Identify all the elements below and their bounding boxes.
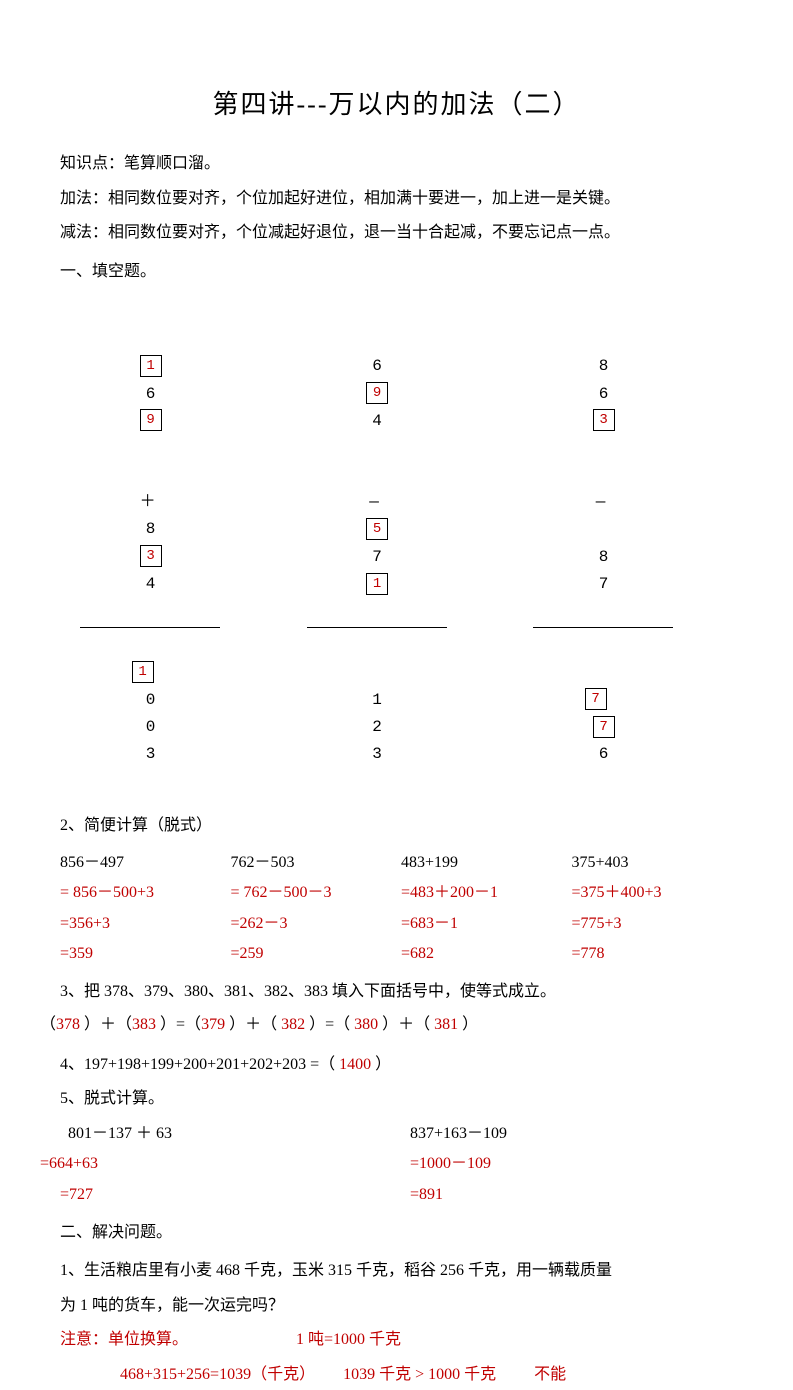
fill-box: 7 [585, 688, 607, 710]
intro-line2: 加法：相同数位要对齐，个位加起好进位，相加满十要进一，加上进一是关键。 [60, 184, 733, 214]
fill-box: 7 [593, 716, 615, 738]
answer-step: =727 [60, 1180, 383, 1210]
digit: 3 [138, 741, 164, 768]
calc-4columns: 856－497 = 856－500+3 =356+3 =359 762－503 … [60, 848, 733, 970]
answer-step: =683－1 [401, 909, 563, 939]
answer-step: =483＋200－1 [401, 878, 563, 908]
fill-box: 3 [140, 545, 162, 567]
note-conversion: 1 吨=1000 千克 [296, 1331, 401, 1348]
eq-text: ）＋（ [229, 1016, 281, 1033]
eq-text: ） [462, 1016, 478, 1033]
answer-step: = 762－500－3 [230, 878, 392, 908]
q1-note-line: 注意：单位换算。 1 吨=1000 千克 [60, 1325, 733, 1355]
calc-text: 468+315+256=1039（千克） [120, 1366, 315, 1383]
eq-text: （ [40, 1016, 56, 1033]
fill-value: 380 [354, 1016, 382, 1033]
digit: 4 [364, 408, 390, 435]
problem: 837+163－109 [410, 1119, 733, 1149]
q4-answer: 1400 [339, 1056, 375, 1073]
q1-line2: 为 1 吨的货车，能一次运完吗？ [60, 1291, 733, 1321]
fill-box: 3 [593, 409, 615, 431]
page-title: 第四讲---万以内的加法（二） [60, 80, 733, 129]
fill-box: 9 [140, 409, 162, 431]
digit: 6 [138, 381, 164, 408]
section3-head: 3、把 378、379、380、381、382、383 填入下面括号中，使等式成… [60, 977, 733, 1007]
digit: 2 [364, 714, 390, 741]
answer-step: =259 [230, 939, 392, 969]
operator: — [364, 489, 384, 516]
fill-box: 1 [132, 661, 154, 683]
compare-text: 1039 千克 > 1000 千克 [343, 1366, 496, 1383]
eq-text: ）=（ [309, 1016, 354, 1033]
eq-text: ）＋（ [382, 1016, 434, 1033]
digit: 1 [364, 687, 390, 714]
section5-head: 5、脱式计算。 [60, 1084, 733, 1114]
problem: 856－497 [60, 848, 222, 878]
section5-cols: 801－137 ＋ 63 =664+63 =727 837+163－109 =1… [60, 1119, 733, 1210]
q4-text2: ） [375, 1056, 391, 1073]
result-text: 不能 [534, 1366, 566, 1383]
section6-head: 二、解决问题。 [60, 1218, 733, 1248]
operator: — [591, 489, 611, 516]
section4: 4、197+198+199+200+201+202+203 =（ 1400 ） [60, 1050, 733, 1080]
fill-value: 381 [434, 1016, 462, 1033]
answer-step: =359 [60, 939, 222, 969]
digit: 0 [138, 714, 164, 741]
fill-box: 5 [366, 518, 388, 540]
q1-answer-line: 468+315+256=1039（千克） 1039 千克 > 1000 千克 不… [60, 1360, 733, 1390]
problem: 762－503 [230, 848, 392, 878]
q4-text: 4、197+198+199+200+201+202+203 =（ [60, 1056, 339, 1073]
column-calc-2: 6 9 4 — 5 7 1 1 2 3 [307, 299, 487, 795]
answer-step: =778 [571, 939, 733, 969]
answer-step: =356+3 [60, 909, 222, 939]
column-calc-3: 8 6 3 — 8 7 7 7 6 [533, 299, 713, 795]
digit: 7 [364, 544, 390, 571]
fill-box: 1 [140, 355, 162, 377]
eq-text: ）＋（ [84, 1016, 132, 1033]
digit: 7 [591, 571, 617, 598]
section1-head: 一、填空题。 [60, 257, 733, 287]
eq-text: ）=（ [160, 1016, 201, 1033]
problem: 375+403 [571, 848, 733, 878]
intro-line3: 减法：相同数位要对齐，个位减起好退位，退一当十合起减，不要忘记点一点。 [60, 218, 733, 248]
problem: 483+199 [401, 848, 563, 878]
answer-step: =891 [410, 1180, 733, 1210]
column-calc-1: 1 6 9 ＋ 8 3 4 1 0 0 3 [80, 299, 260, 795]
q1-line1: 1、生活粮店里有小麦 468 千克，玉米 315 千克，稻谷 256 千克，用一… [60, 1256, 733, 1286]
answer-step: =775+3 [571, 909, 733, 939]
answer-step: =375＋400+3 [571, 878, 733, 908]
fill-value: 383 [132, 1016, 160, 1033]
digit: 6 [591, 381, 617, 408]
digit: 8 [138, 516, 164, 543]
section2-head: 2、简便计算（脱式） [60, 811, 733, 841]
answer-step: =1000－109 [410, 1149, 733, 1179]
fill-box: 9 [366, 382, 388, 404]
fill-box: 1 [366, 573, 388, 595]
digit: 0 [138, 687, 164, 714]
answer-step: =682 [401, 939, 563, 969]
operator: ＋ [138, 489, 158, 516]
digit: 6 [591, 741, 617, 768]
note-text: 注意：单位换算。 [60, 1331, 188, 1348]
column-calc-wrap: 1 6 9 ＋ 8 3 4 1 0 0 3 6 9 4 — 5 7 1 [60, 299, 733, 795]
problem: 801－137 ＋ 63 [60, 1119, 383, 1149]
digit: 8 [591, 544, 617, 571]
fill-value: 378 [56, 1016, 84, 1033]
fill-value: 382 [281, 1016, 309, 1033]
answer-step: =664+63 [40, 1149, 383, 1179]
intro-line1: 知识点：笔算顺口溜。 [60, 149, 733, 179]
digit: 4 [138, 571, 164, 598]
digit: 8 [591, 353, 617, 380]
fill-value: 379 [201, 1016, 229, 1033]
answer-step: =262－3 [230, 909, 392, 939]
section3-equation: （378 ）＋（383 ）=（379 ）＋（ 382 ）=（ 380 ）＋（ 3… [40, 1010, 733, 1040]
answer-step: = 856－500+3 [60, 878, 222, 908]
digit: 3 [364, 741, 390, 768]
digit: 6 [364, 353, 390, 380]
